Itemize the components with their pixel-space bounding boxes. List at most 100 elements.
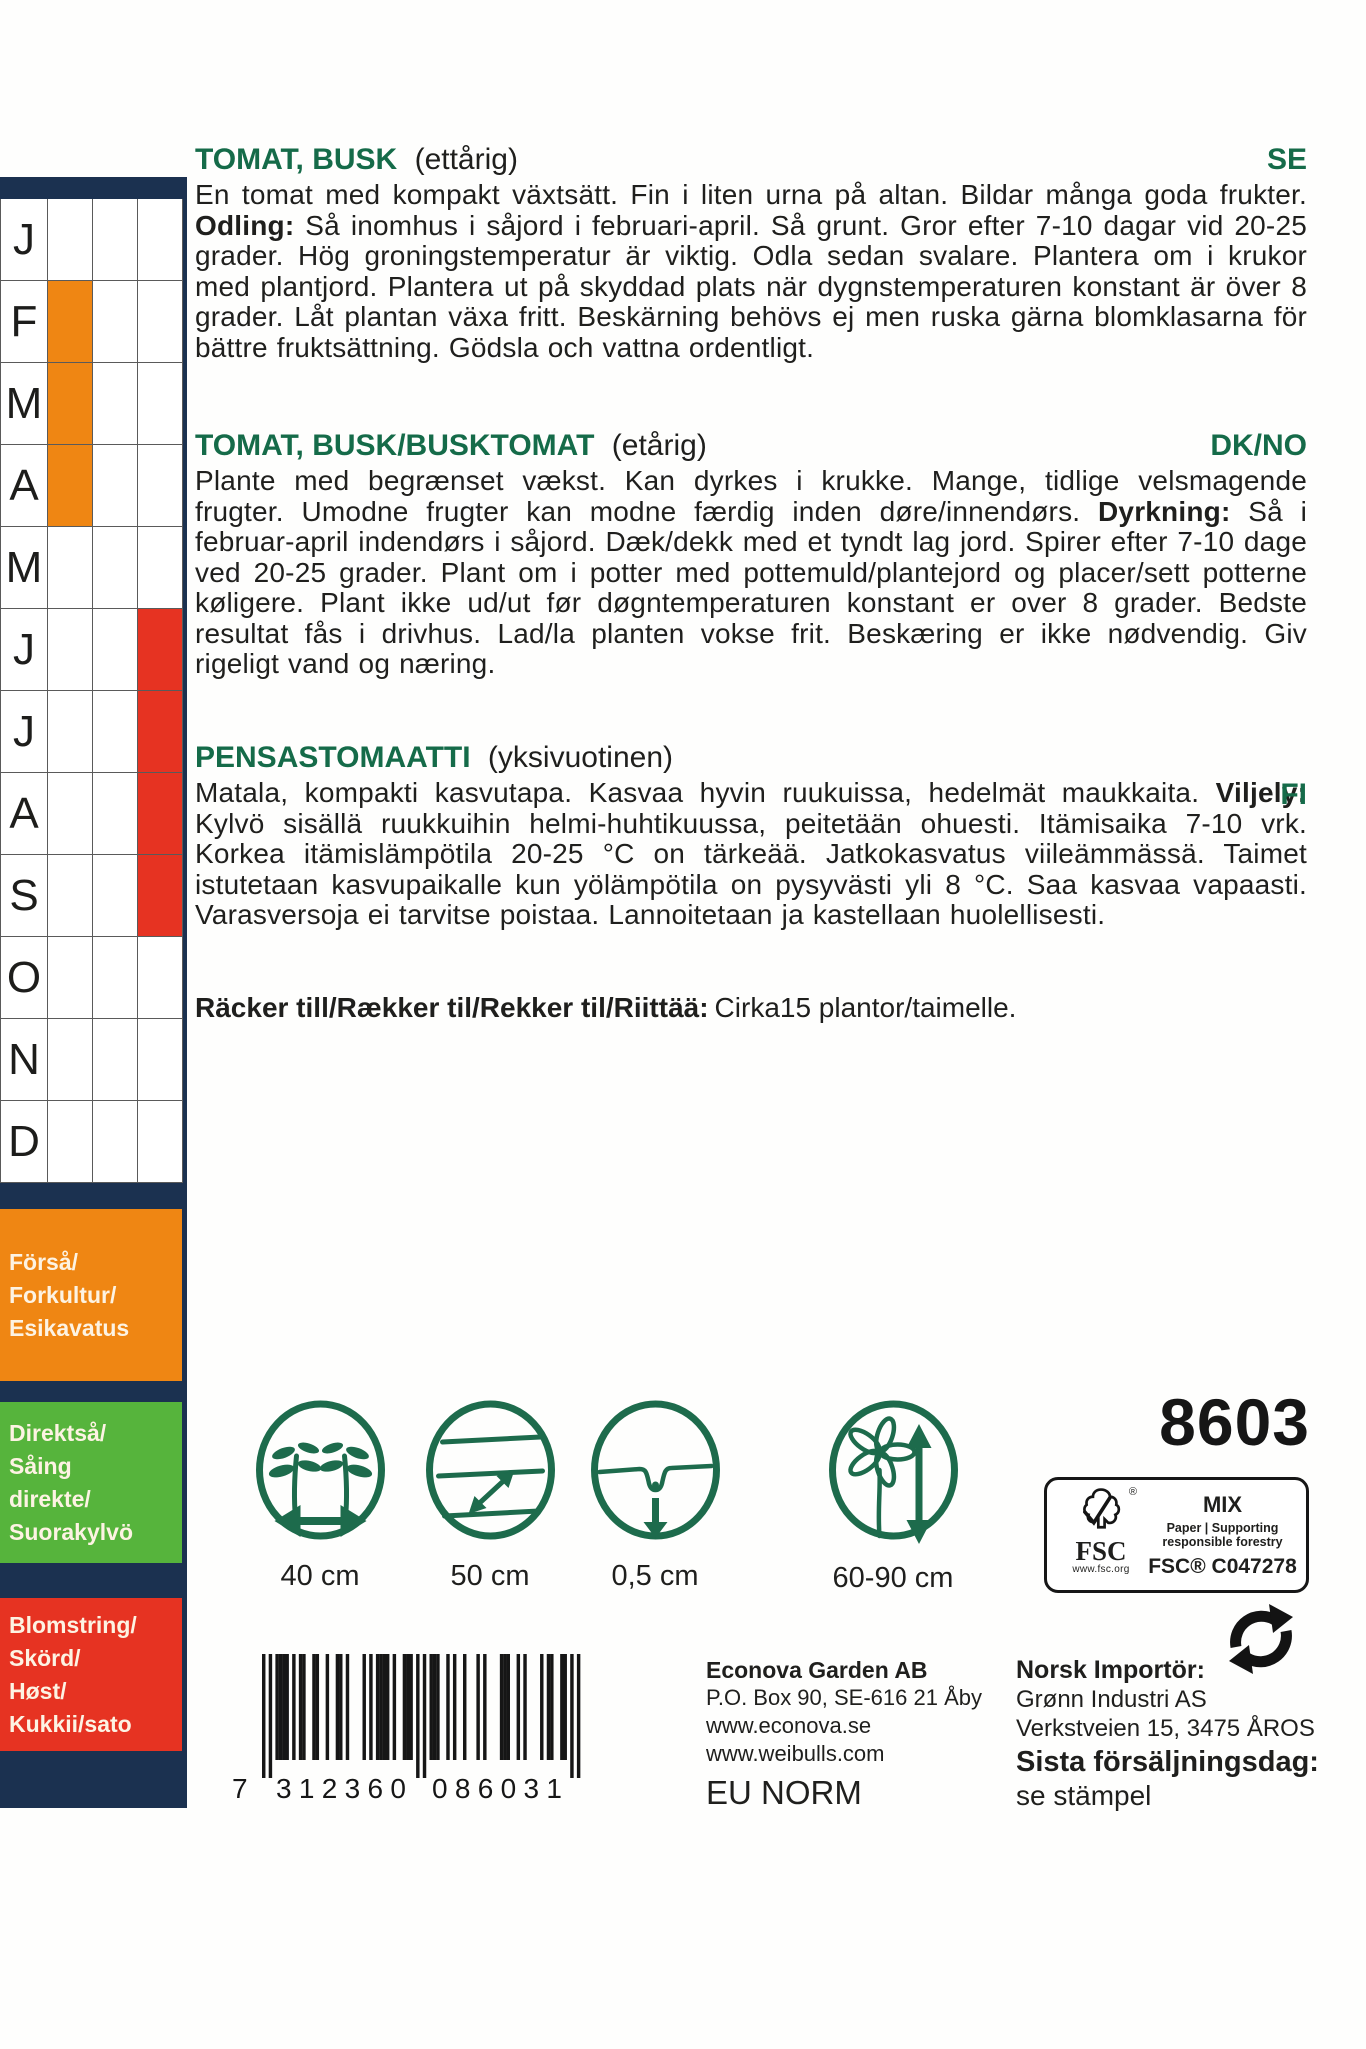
calendar-month-row: F (1, 281, 183, 363)
calendar-cell-harvest (138, 855, 183, 937)
calendar-cell-direct (93, 363, 138, 445)
importer-name: Grønn Industri AS (1016, 1686, 1207, 1713)
spec-plant-spacing: 40 cm (245, 1396, 395, 1593)
plant-height-value: 60-90 cm (832, 1562, 954, 1594)
sowing-depth-icon (590, 1400, 720, 1540)
month-letter: M (1, 527, 48, 609)
body-text: Så inomhus i såjord i februari-april. Så… (195, 209, 1307, 363)
month-letter: D (1, 1101, 48, 1183)
spec-row-spacing: 50 cm (415, 1396, 565, 1593)
publisher-address: P.O. Box 90, SE-616 21 Åby (706, 1685, 982, 1710)
calendar-month-row: O (1, 937, 183, 1019)
calendar-cell-direct (93, 445, 138, 527)
section-subtitle: (etårig) (611, 429, 707, 462)
eu-norm-label: EU NORM (706, 1774, 862, 1811)
plant-spacing-icon (255, 1400, 385, 1540)
body-lead-label: Odling: (195, 209, 295, 241)
calendar-cell-presow (48, 363, 93, 445)
language-tag-fi: FI (1280, 778, 1307, 811)
legend-harvest-label: Blomstring/ Skörd/ Høst/ Kukkii/sato (9, 1611, 137, 1737)
calendar-cell-presow (48, 281, 93, 363)
calendar-month-row: J (1, 199, 183, 281)
legend-direct-sow: Direktså/ Såing direkte/ Suorakylvö (0, 1402, 182, 1563)
body-lead-label: Viljely: (1215, 777, 1307, 808)
sidebar-footer-bar (0, 1751, 187, 1808)
last-sale-day-value: se stämpel (1016, 1780, 1152, 1811)
publisher-website-weibulls: www.weibulls.com (706, 1741, 885, 1766)
calendar-cell-harvest (138, 445, 183, 527)
publisher-block: Econova Garden AB P.O. Box 90, SE-616 21… (706, 1656, 982, 1768)
fsc-url: www.fsc.org (1072, 1564, 1130, 1575)
section-subtitle: (yksivuotinen) (487, 741, 673, 774)
importer-block: Norsk Importör: Grønn Industri AS Verkst… (1016, 1656, 1315, 1743)
publisher-website-econova: www.econova.se (706, 1713, 872, 1738)
body-text: Plante med begrænset vækst. Kan dyrkes i… (195, 465, 1307, 527)
calendar-cell-direct (93, 527, 138, 609)
importer-label: Norsk Importör: (1016, 1656, 1205, 1684)
language-tag-dkno: DK/NO (1210, 429, 1307, 462)
fsc-text-column: MIX Paper | Supporting responsible fores… (1147, 1486, 1298, 1584)
fsc-label: ® FSC www.fsc.org MIX Paper | Supporting… (1044, 1477, 1309, 1593)
fsc-grade: MIX (1202, 1491, 1243, 1517)
yield-line: Räcker till/Rækker til/Rekker til/Riittä… (195, 992, 1016, 1024)
month-letter: A (1, 445, 48, 527)
publisher-name: Econova Garden AB (706, 1657, 928, 1683)
barcode-digit-first: 7 (232, 1773, 248, 1802)
calendar-cell-presow (48, 199, 93, 281)
fsc-wordmark: FSC (1075, 1536, 1127, 1566)
body-text: En tomat med kompakt växtsätt. Fin i lit… (195, 179, 1307, 210)
fsc-license-code: FSC® C047278 (1148, 1554, 1297, 1578)
body-lead-label: Dyrkning: (1098, 495, 1231, 527)
barcode-digits-right: 086031 (432, 1773, 562, 1802)
section-heading: TOMAT, BUSK (ettårig) SE (195, 142, 1307, 178)
legend-direct-sow-label: Direktså/ Såing direkte/ Suorakylvö (9, 1419, 133, 1545)
calendar-cell-direct (93, 937, 138, 1019)
calendar-cell-harvest (138, 1019, 183, 1101)
calendar-cell-presow (48, 445, 93, 527)
calendar-cell-presow (48, 1101, 93, 1183)
calendar-month-row: S (1, 855, 183, 937)
yield-value: Cirka15 plantor/taimelle. (714, 992, 1017, 1023)
calendar-top-bar (0, 177, 187, 199)
spec-sowing-depth: 0,5 cm (580, 1396, 730, 1593)
calendar-cell-direct (93, 199, 138, 281)
month-letter: S (1, 855, 48, 937)
calendar-cell-harvest (138, 609, 183, 691)
language-tag-se: SE (1266, 143, 1307, 176)
section-body: En tomat med kompakt växtsätt. Fin i lit… (195, 179, 1307, 363)
calendar-divider-bar (0, 1183, 187, 1209)
row-spacing-value: 50 cm (450, 1560, 530, 1592)
month-letter: J (1, 199, 48, 281)
fsc-tree-checkmark-icon (1083, 1488, 1121, 1529)
body-text: Så i februar-april indendørs i såjord. D… (195, 495, 1308, 679)
calendar-cell-harvest (138, 199, 183, 281)
section-title: TOMAT, BUSK/BUSKTOMAT (195, 429, 595, 462)
section-danish-norwegian: TOMAT, BUSK/BUSKTOMAT (etårig) DK/NO Pla… (195, 428, 1307, 680)
calendar-cell-presow (48, 691, 93, 773)
yield-label: Räcker till/Rækker til/Rekker til/Riittä… (195, 992, 709, 1023)
calendar-cell-direct (93, 1019, 138, 1101)
section-heading: PENSASTOMAATTI (yksivuotinen) FI (195, 740, 1307, 811)
calendar-cell-direct (93, 609, 138, 691)
fsc-tagline-line2: responsible forestry (1162, 1535, 1283, 1549)
section-title: TOMAT, BUSK (195, 143, 398, 176)
calendar-cell-harvest (138, 691, 183, 773)
legend-presow: Förså/ Forkultur/ Esikavatus (0, 1209, 182, 1381)
calendar-cell-direct (93, 855, 138, 937)
month-letter: J (1, 609, 48, 691)
month-letter: M (1, 363, 48, 445)
registered-mark: ® (1128, 1486, 1137, 1498)
calendar-cell-presow (48, 1019, 93, 1101)
calendar-month-row: N (1, 1019, 183, 1101)
month-letter: A (1, 773, 48, 855)
section-body: Plante med begrænset vækst. Kan dyrkes i… (195, 465, 1308, 680)
last-sale-day-label: Sista försäljningsdag: (1016, 1746, 1319, 1778)
section-subtitle: (ettårig) (414, 143, 518, 176)
month-letter: O (1, 937, 48, 1019)
legend-harvest: Blomstring/ Skörd/ Høst/ Kukkii/sato (0, 1598, 182, 1751)
calendar-month-row: J (1, 609, 183, 691)
calendar-cell-harvest (138, 773, 183, 855)
